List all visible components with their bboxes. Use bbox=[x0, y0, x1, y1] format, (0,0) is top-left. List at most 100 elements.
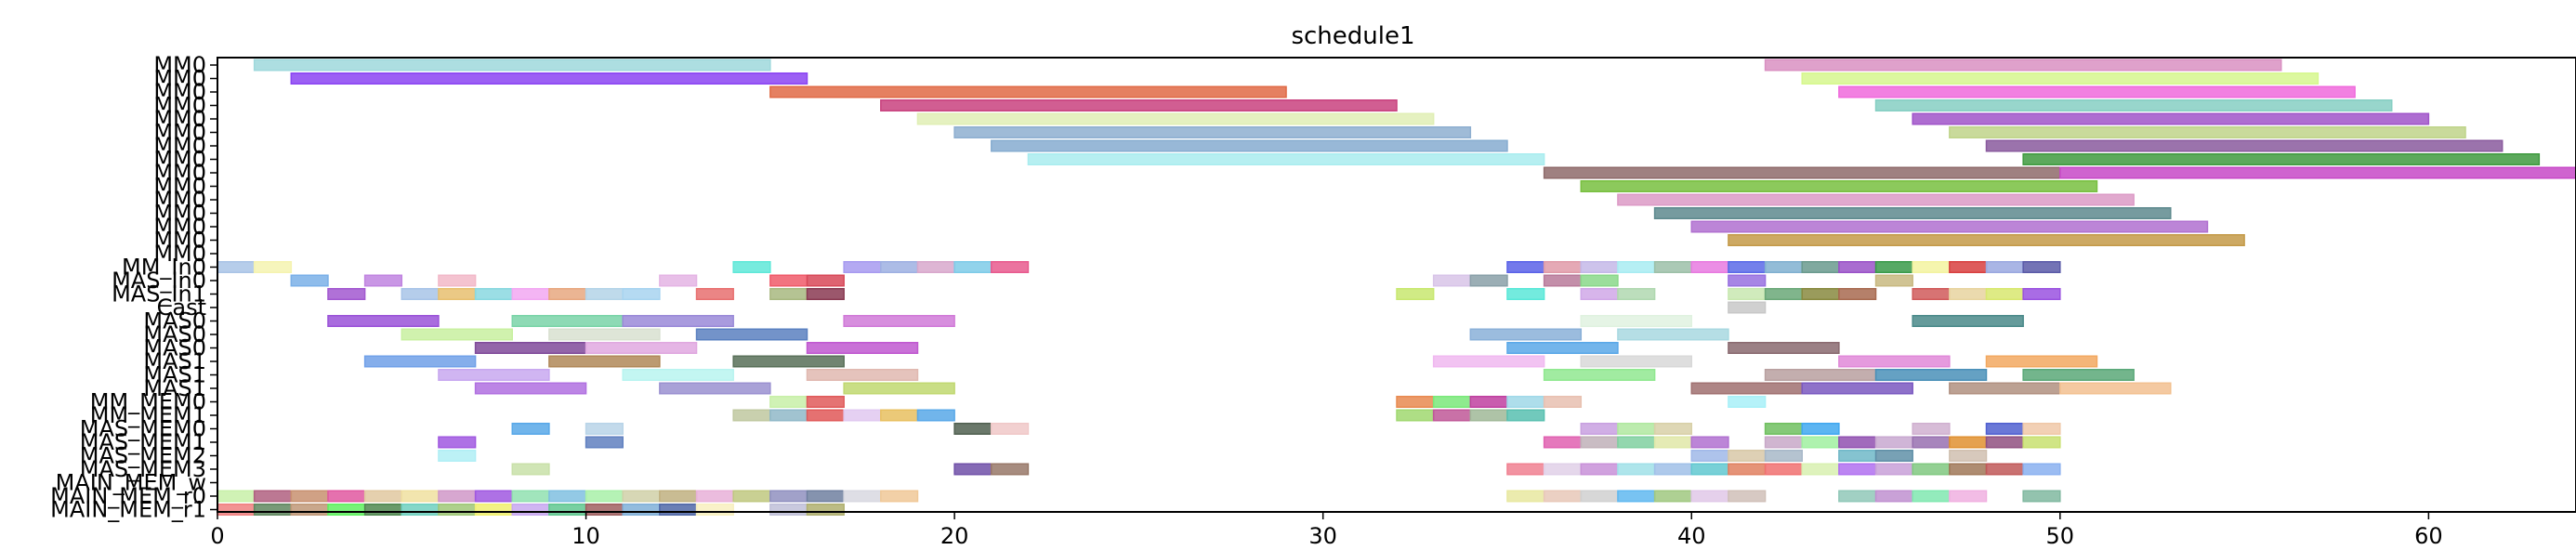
schedule-bar bbox=[622, 490, 661, 503]
schedule-bar bbox=[1580, 490, 1619, 503]
schedule-bar bbox=[1396, 409, 1435, 422]
row-label: MM0 bbox=[153, 201, 206, 227]
schedule-bar bbox=[1690, 463, 1729, 476]
schedule-bar bbox=[438, 369, 550, 381]
schedule-bar bbox=[1985, 423, 2024, 435]
schedule-bar bbox=[1543, 274, 1583, 287]
schedule-bar bbox=[732, 355, 845, 368]
schedule-bar bbox=[806, 490, 845, 503]
schedule-bar bbox=[843, 409, 882, 422]
schedule-bar bbox=[843, 382, 955, 395]
schedule-bar bbox=[1985, 261, 2024, 273]
x-tick-label: 40 bbox=[1677, 523, 1706, 549]
schedule-bar bbox=[1690, 220, 2209, 233]
schedule-bar bbox=[1396, 288, 1435, 300]
row-label: MM0 bbox=[153, 93, 206, 119]
schedule-bar bbox=[1580, 288, 1619, 300]
schedule-bar bbox=[327, 288, 366, 300]
schedule-bar bbox=[327, 504, 366, 516]
schedule-bar bbox=[1580, 355, 1692, 368]
row-label: MM0 bbox=[153, 228, 206, 254]
schedule-bar bbox=[843, 261, 882, 273]
schedule-bar bbox=[659, 490, 698, 503]
schedule-bar bbox=[585, 288, 624, 300]
schedule-bar bbox=[1653, 207, 2172, 219]
schedule-bar bbox=[2022, 436, 2061, 449]
schedule-bar bbox=[1506, 261, 1545, 273]
schedule-bar bbox=[1949, 450, 1988, 462]
row-label: MM0 bbox=[153, 66, 206, 92]
schedule-bar bbox=[1617, 328, 1729, 341]
schedule-bar bbox=[1543, 261, 1583, 273]
schedule-bar bbox=[806, 369, 919, 381]
schedule-bar bbox=[438, 274, 477, 287]
schedule-bar bbox=[880, 261, 919, 273]
schedule-bar bbox=[1506, 463, 1545, 476]
schedule-bar bbox=[732, 261, 771, 273]
schedule-bar bbox=[695, 288, 734, 300]
x-tick-label: 10 bbox=[572, 523, 600, 549]
schedule-bar bbox=[585, 490, 624, 503]
schedule-bar bbox=[1801, 463, 1840, 476]
schedule-bar bbox=[2022, 153, 2541, 165]
schedule-bar bbox=[1653, 436, 1692, 449]
schedule-bar bbox=[991, 139, 1508, 152]
schedule-bar bbox=[1580, 423, 1619, 435]
schedule-bar bbox=[2022, 490, 2061, 503]
schedule-bar bbox=[585, 423, 624, 435]
schedule-bar bbox=[217, 490, 256, 503]
schedule-bar bbox=[1728, 396, 1767, 408]
schedule-bar bbox=[253, 490, 293, 503]
row-label: MAS_MEM3 bbox=[80, 456, 206, 482]
schedule-bar bbox=[1764, 288, 1803, 300]
row-label: MM_MEM1 bbox=[90, 402, 206, 428]
schedule-bar bbox=[1543, 463, 1583, 476]
schedule-bar bbox=[1728, 450, 1767, 462]
row-label: MM_MEM0 bbox=[90, 389, 206, 415]
schedule-bar bbox=[2022, 288, 2061, 300]
schedule-bar bbox=[217, 261, 256, 273]
schedule-bar bbox=[1728, 261, 1767, 273]
row-label: MM0 bbox=[153, 241, 206, 267]
row-label: MM0 bbox=[153, 106, 206, 132]
schedule-bar bbox=[1432, 274, 1472, 287]
schedule-bar bbox=[1874, 274, 1913, 287]
schedule-bar bbox=[290, 490, 329, 503]
row-label: MM0 bbox=[153, 160, 206, 186]
x-tick-label: 30 bbox=[1308, 523, 1337, 549]
schedule-bar bbox=[806, 504, 845, 516]
schedule-bar bbox=[732, 409, 771, 422]
schedule-bar bbox=[659, 504, 698, 516]
row-label: MM0 bbox=[153, 120, 206, 146]
schedule-bar bbox=[1543, 166, 2061, 179]
schedule-bar bbox=[511, 463, 550, 476]
schedule-bar bbox=[1985, 355, 2098, 368]
schedule-bar bbox=[2059, 166, 2576, 179]
schedule-bar bbox=[1764, 261, 1803, 273]
schedule-bar bbox=[548, 504, 587, 516]
schedule-bar bbox=[1580, 261, 1619, 273]
schedule-bar bbox=[327, 315, 440, 327]
schedule-bar bbox=[401, 504, 440, 516]
schedule-bar bbox=[1653, 423, 1692, 435]
schedule-bar bbox=[1690, 261, 1729, 273]
schedule-bar bbox=[769, 85, 1287, 98]
schedule-bar bbox=[1912, 112, 2430, 125]
schedule-bar bbox=[1764, 59, 2282, 72]
schedule-bar bbox=[548, 355, 661, 368]
schedule-bar bbox=[1027, 153, 1545, 165]
schedule-bar bbox=[1617, 436, 1656, 449]
x-axis-ticks: 0 10 20 30 40 50 60 bbox=[210, 512, 2443, 549]
row-label: MM0 bbox=[153, 52, 206, 78]
row-label: MAS0 bbox=[143, 308, 206, 334]
schedule-bar bbox=[1506, 288, 1545, 300]
schedule-bar bbox=[1838, 355, 1951, 368]
schedule-bar bbox=[511, 423, 550, 435]
schedule-bar bbox=[1985, 436, 2024, 449]
schedule-bar bbox=[1432, 396, 1472, 408]
row-label: MM0 bbox=[153, 214, 206, 240]
schedule-bar bbox=[769, 504, 808, 516]
schedule-bar bbox=[363, 490, 403, 503]
schedule-bar bbox=[1764, 463, 1803, 476]
schedule-bar bbox=[1469, 396, 1508, 408]
